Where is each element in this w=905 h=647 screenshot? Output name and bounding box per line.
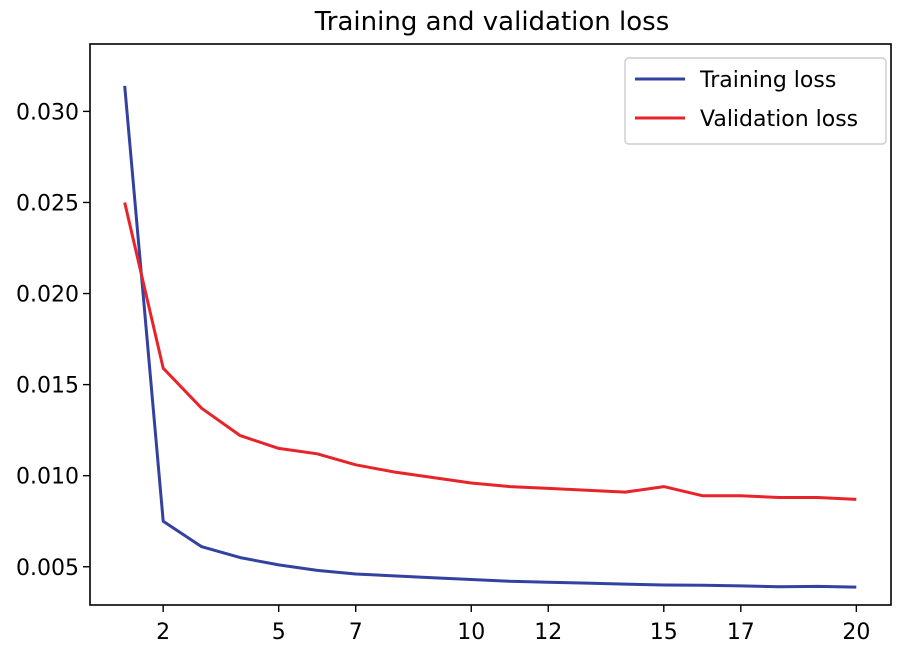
chart-title: Training and validation loss <box>314 7 670 37</box>
y-tick-label: 0.020 <box>16 283 79 308</box>
legend-validation-label: Validation loss <box>700 107 858 132</box>
x-tick-label: 5 <box>272 620 286 645</box>
validation-loss-line <box>123 202 857 501</box>
y-tick-label: 0.015 <box>16 374 79 399</box>
x-tick-label: 15 <box>650 620 678 645</box>
training-loss-line <box>123 85 857 589</box>
y-tick-label: 0.030 <box>16 100 79 125</box>
series-layer <box>123 85 857 589</box>
y-tick-label: 0.005 <box>16 556 79 581</box>
x-tick-label: 20 <box>842 620 870 645</box>
plot-frame <box>89 43 892 606</box>
x-tick-label: 2 <box>156 620 170 645</box>
legend-training-label: Training loss <box>699 68 836 93</box>
y-tick-label: 0.025 <box>16 191 79 216</box>
x-tick-label: 7 <box>349 620 363 645</box>
x-tick-label: 10 <box>457 620 485 645</box>
legend: Training loss Validation loss <box>624 57 887 145</box>
x-axis: 2 5 7 10 12 15 17 20 <box>156 605 870 645</box>
x-tick-label: 12 <box>534 620 562 645</box>
x-tick-label: 17 <box>727 620 755 645</box>
legend-box <box>624 57 887 145</box>
y-axis: 0.005 0.010 0.015 0.020 0.025 0.030 <box>16 100 90 581</box>
y-tick-label: 0.010 <box>16 465 79 490</box>
